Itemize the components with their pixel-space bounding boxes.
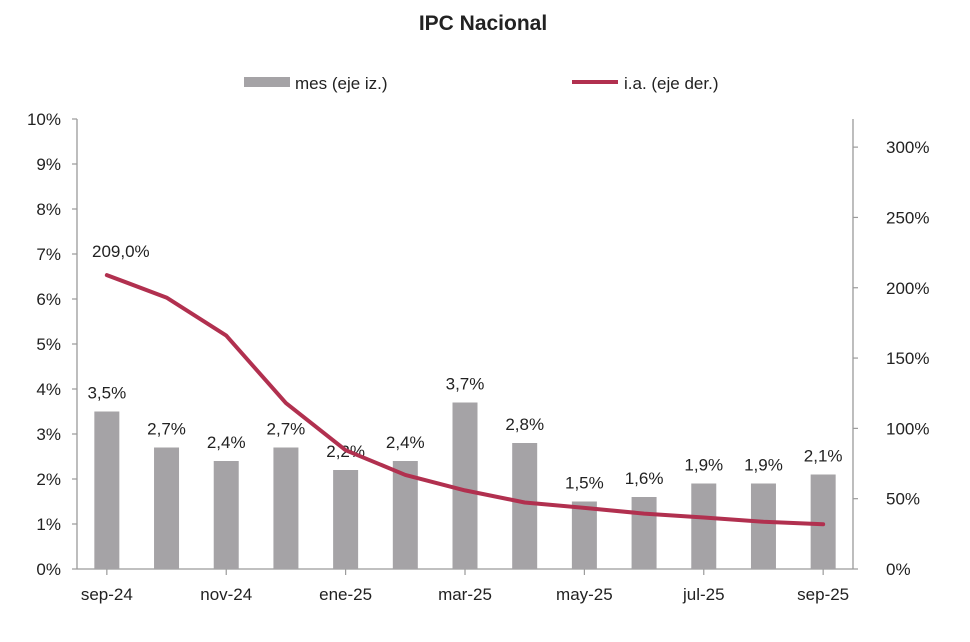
bar bbox=[452, 402, 478, 569]
bar-data-label: 1,6% bbox=[625, 469, 664, 488]
bar bbox=[750, 483, 776, 569]
line-series-ia bbox=[104, 273, 826, 527]
bar-data-label: 2,7% bbox=[147, 420, 186, 439]
y-left-tick-label: 4% bbox=[36, 380, 61, 399]
legend-swatch-bars bbox=[244, 77, 290, 87]
y-left-tick-label: 1% bbox=[36, 515, 61, 534]
bar bbox=[631, 497, 657, 569]
legend: mes (eje iz.) i.a. (eje der.) bbox=[244, 74, 719, 93]
bar bbox=[691, 483, 717, 569]
bar-data-label: 1,9% bbox=[684, 456, 723, 475]
x-tick-label: sep-25 bbox=[797, 585, 849, 604]
x-tick-label: sep-24 bbox=[81, 585, 133, 604]
bar bbox=[333, 470, 359, 569]
y-right-tick-label: 200% bbox=[886, 279, 929, 298]
bar-data-label: 1,5% bbox=[565, 474, 604, 493]
y-left-tick-label: 5% bbox=[36, 335, 61, 354]
bar bbox=[273, 447, 299, 569]
x-tick-label: jul-25 bbox=[682, 585, 725, 604]
y-left-tick-label: 7% bbox=[36, 245, 61, 264]
bar bbox=[213, 461, 239, 569]
bar-data-label: 3,7% bbox=[446, 375, 485, 394]
bar-data-label: 2,8% bbox=[505, 415, 544, 434]
y-left-tick-label: 2% bbox=[36, 470, 61, 489]
bar-data-label: 1,9% bbox=[744, 456, 783, 475]
bar-data-label: 2,7% bbox=[267, 420, 306, 439]
x-tick-label: nov-24 bbox=[200, 585, 252, 604]
legend-label-line: i.a. (eje der.) bbox=[624, 74, 719, 93]
y-left-tick-label: 9% bbox=[36, 155, 61, 174]
bar bbox=[94, 411, 120, 569]
bar bbox=[512, 443, 538, 569]
bar bbox=[810, 474, 836, 569]
y-right-tick-label: 100% bbox=[886, 419, 929, 438]
y-left-tick-label: 0% bbox=[36, 560, 61, 579]
bar-data-label: 2,4% bbox=[386, 433, 425, 452]
plot-area: 0% 1% 2% 3% 4% 5% 6% 7% 8% 9% 10% 0% 50% 100% 150% 200%… bbox=[27, 110, 930, 604]
line-data-label: 209,0% bbox=[92, 242, 150, 261]
chart-title: IPC Nacional bbox=[419, 12, 547, 35]
y-right-tick-label: 300% bbox=[886, 138, 929, 157]
y-left-tick-label: 10% bbox=[27, 110, 61, 129]
y-right-tick-label: 0% bbox=[886, 560, 911, 579]
legend-label-bars: mes (eje iz.) bbox=[295, 74, 388, 93]
x-tick-label: ene-25 bbox=[319, 585, 372, 604]
y-left-tick-label: 3% bbox=[36, 425, 61, 444]
y-right-tick-label: 150% bbox=[886, 349, 929, 368]
y-left-tick-label: 6% bbox=[36, 290, 61, 309]
x-tick-label: mar-25 bbox=[438, 585, 492, 604]
y-left-tick-label: 8% bbox=[36, 200, 61, 219]
bar-data-label: 2,1% bbox=[804, 447, 843, 466]
y-right-tick-label: 250% bbox=[886, 208, 929, 227]
bar bbox=[154, 447, 180, 569]
y-right-tick-label: 50% bbox=[886, 490, 920, 509]
bar-data-label: 3,5% bbox=[87, 384, 126, 403]
x-tick-label: may-25 bbox=[556, 585, 613, 604]
bar bbox=[571, 501, 597, 569]
bar-data-label: 2,4% bbox=[207, 433, 246, 452]
